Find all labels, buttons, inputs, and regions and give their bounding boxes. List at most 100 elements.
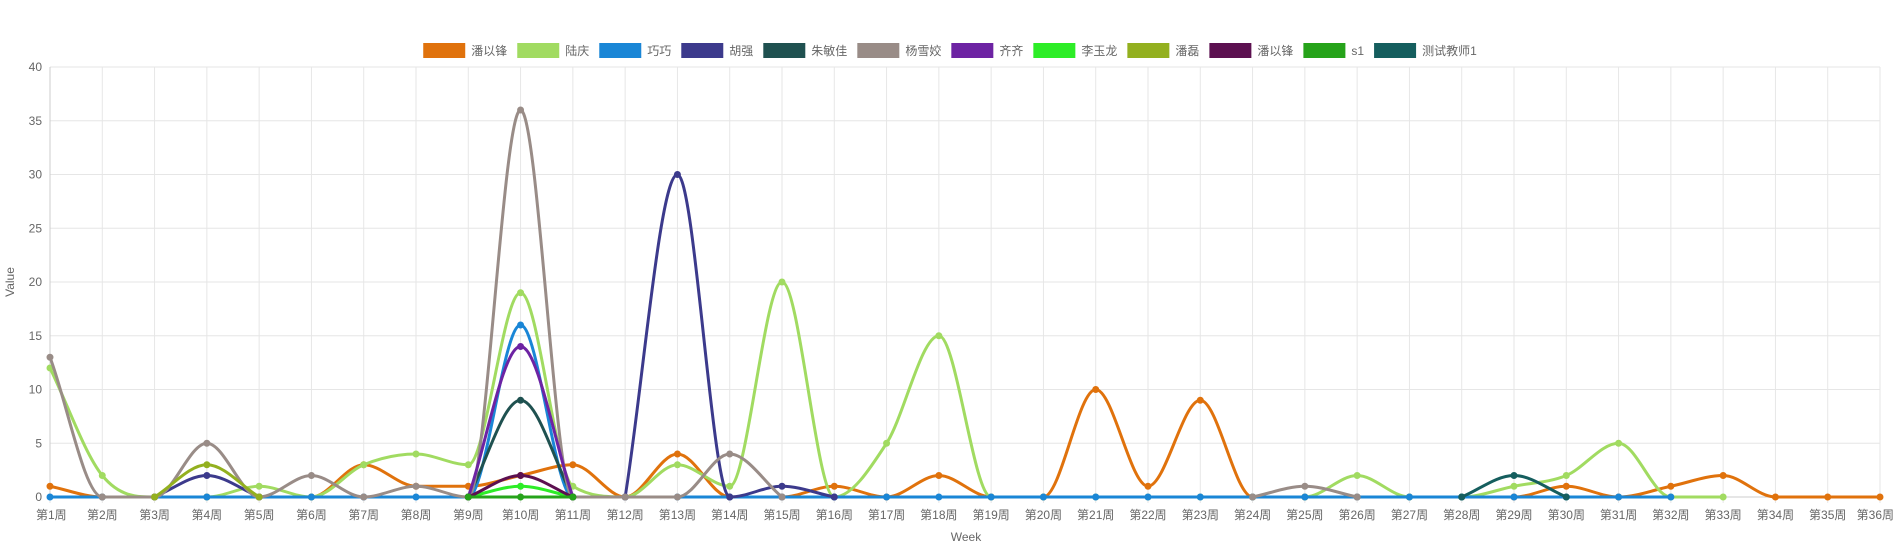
data-point[interactable] [1405, 493, 1413, 501]
data-point[interactable] [1301, 493, 1309, 501]
data-point[interactable] [778, 493, 786, 501]
data-point[interactable] [46, 482, 54, 490]
legend-item[interactable]: 陆庆 [517, 43, 589, 58]
data-point[interactable] [98, 493, 106, 501]
data-point[interactable] [464, 461, 472, 469]
data-point[interactable] [1092, 493, 1100, 501]
data-point[interactable] [1562, 482, 1570, 490]
legend-swatch [423, 43, 466, 58]
data-point[interactable] [1510, 493, 1518, 501]
data-point[interactable] [1353, 472, 1361, 479]
data-point[interactable] [726, 493, 734, 501]
data-point[interactable] [1301, 482, 1309, 490]
legend-item[interactable]: 齐齐 [951, 43, 1023, 58]
data-point[interactable] [46, 493, 54, 501]
data-point[interactable] [203, 439, 211, 447]
data-point[interactable] [1092, 386, 1100, 393]
legend-item[interactable]: 杨雪姣 [857, 43, 941, 58]
data-point[interactable] [1353, 493, 1361, 501]
data-point[interactable] [830, 493, 838, 501]
legend-label: 李玉龙 [1081, 43, 1117, 58]
legend-item[interactable]: 潘磊 [1127, 43, 1199, 58]
data-point[interactable] [464, 493, 472, 501]
data-point[interactable] [1876, 493, 1884, 501]
data-point[interactable] [1196, 493, 1204, 501]
data-point[interactable] [1824, 493, 1832, 501]
data-point[interactable] [1510, 472, 1518, 479]
data-point[interactable] [307, 472, 315, 479]
x-tick-label: 第20周 [1025, 508, 1062, 522]
data-point[interactable] [1667, 482, 1675, 490]
data-point[interactable] [1039, 493, 1047, 501]
data-point[interactable] [1615, 439, 1623, 447]
data-point[interactable] [1510, 482, 1518, 490]
data-point[interactable] [778, 482, 786, 490]
y-tick-label: 20 [29, 275, 43, 289]
data-point[interactable] [673, 493, 681, 501]
legend[interactable]: 潘以锋 陆庆 巧巧 胡强 朱敏佳 杨雪姣 齐齐 李玉龙 潘磊 潘以锋 s1 测试教师1 [423, 43, 1477, 58]
data-point[interactable] [517, 472, 525, 479]
legend-label: s1 [1351, 44, 1364, 58]
data-point[interactable] [1562, 472, 1570, 479]
data-point[interactable] [517, 482, 525, 490]
series-11 [464, 493, 577, 501]
data-point[interactable] [1667, 493, 1675, 501]
data-point[interactable] [1249, 493, 1257, 501]
data-point[interactable] [883, 439, 891, 447]
data-point[interactable] [1144, 482, 1152, 490]
data-point[interactable] [1562, 493, 1570, 501]
data-point[interactable] [935, 332, 943, 340]
data-point[interactable] [517, 289, 525, 297]
data-point[interactable] [517, 396, 525, 404]
data-point[interactable] [569, 461, 577, 469]
data-point[interactable] [517, 493, 525, 501]
data-point[interactable] [255, 493, 263, 501]
data-point[interactable] [1196, 396, 1204, 404]
data-point[interactable] [203, 461, 211, 469]
data-point[interactable] [830, 482, 838, 490]
legend-item[interactable]: 潘以锋 [1209, 43, 1293, 58]
data-point[interactable] [987, 493, 995, 501]
data-point[interactable] [621, 493, 629, 501]
data-point[interactable] [255, 482, 263, 490]
data-point[interactable] [1615, 493, 1623, 501]
data-point[interactable] [203, 493, 211, 501]
data-point[interactable] [935, 472, 943, 479]
data-point[interactable] [46, 353, 54, 361]
data-point[interactable] [1458, 493, 1466, 501]
data-point[interactable] [778, 278, 786, 286]
data-point[interactable] [517, 343, 525, 350]
data-point[interactable] [412, 450, 420, 458]
data-point[interactable] [517, 106, 525, 114]
data-point[interactable] [98, 472, 106, 479]
legend-item[interactable]: 潘以锋 [423, 43, 507, 58]
legend-item[interactable]: 胡强 [681, 43, 753, 58]
data-point[interactable] [935, 493, 943, 501]
data-point[interactable] [203, 472, 211, 479]
data-point[interactable] [1719, 493, 1727, 501]
data-point[interactable] [673, 450, 681, 458]
data-point[interactable] [517, 321, 525, 329]
data-point[interactable] [1719, 472, 1727, 479]
data-point[interactable] [360, 493, 368, 501]
legend-item[interactable]: 巧巧 [599, 43, 671, 58]
data-point[interactable] [1771, 493, 1779, 501]
data-point[interactable] [726, 482, 734, 490]
data-point[interactable] [673, 461, 681, 469]
data-point[interactable] [569, 493, 577, 501]
legend-item[interactable]: 测试教师1 [1374, 43, 1477, 58]
data-point[interactable] [726, 450, 734, 458]
data-point[interactable] [883, 493, 891, 501]
data-point[interactable] [412, 493, 420, 501]
legend-item[interactable]: 朱敏佳 [763, 43, 847, 58]
data-point[interactable] [673, 171, 681, 178]
legend-item[interactable]: 李玉龙 [1033, 43, 1117, 58]
legend-item[interactable]: s1 [1303, 43, 1364, 58]
legend-label: 潘以锋 [471, 44, 507, 58]
data-point[interactable] [1144, 493, 1152, 501]
data-point[interactable] [307, 493, 315, 501]
data-point[interactable] [151, 493, 159, 501]
data-point[interactable] [412, 482, 420, 490]
data-point[interactable] [360, 461, 368, 469]
y-tick-label: 15 [29, 329, 43, 343]
